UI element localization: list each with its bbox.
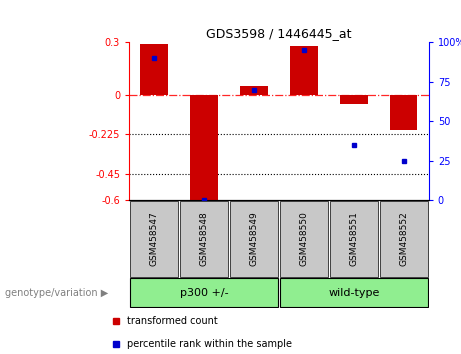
FancyBboxPatch shape <box>230 201 278 277</box>
FancyBboxPatch shape <box>330 201 378 277</box>
Bar <box>390 95 418 130</box>
Text: GSM458550: GSM458550 <box>299 211 308 267</box>
Bar <box>140 44 168 95</box>
Text: wild-type: wild-type <box>328 288 379 298</box>
Text: GSM458551: GSM458551 <box>349 211 358 267</box>
FancyBboxPatch shape <box>130 201 178 277</box>
Bar <box>240 86 268 95</box>
Text: percentile rank within the sample: percentile rank within the sample <box>127 339 292 349</box>
FancyBboxPatch shape <box>130 279 278 307</box>
Text: genotype/variation ▶: genotype/variation ▶ <box>5 288 108 298</box>
Text: transformed count: transformed count <box>127 316 218 326</box>
Text: p300 +/-: p300 +/- <box>180 288 228 298</box>
FancyBboxPatch shape <box>180 201 228 277</box>
Text: GSM458547: GSM458547 <box>149 212 159 266</box>
Text: GSM458548: GSM458548 <box>200 212 208 266</box>
Text: GSM458552: GSM458552 <box>399 212 408 266</box>
Text: GSM458549: GSM458549 <box>249 212 259 266</box>
Bar <box>190 95 218 200</box>
FancyBboxPatch shape <box>280 279 428 307</box>
FancyBboxPatch shape <box>380 201 428 277</box>
Bar <box>340 95 367 104</box>
Bar <box>290 46 318 95</box>
Title: GDS3598 / 1446445_at: GDS3598 / 1446445_at <box>206 27 352 40</box>
FancyBboxPatch shape <box>280 201 328 277</box>
